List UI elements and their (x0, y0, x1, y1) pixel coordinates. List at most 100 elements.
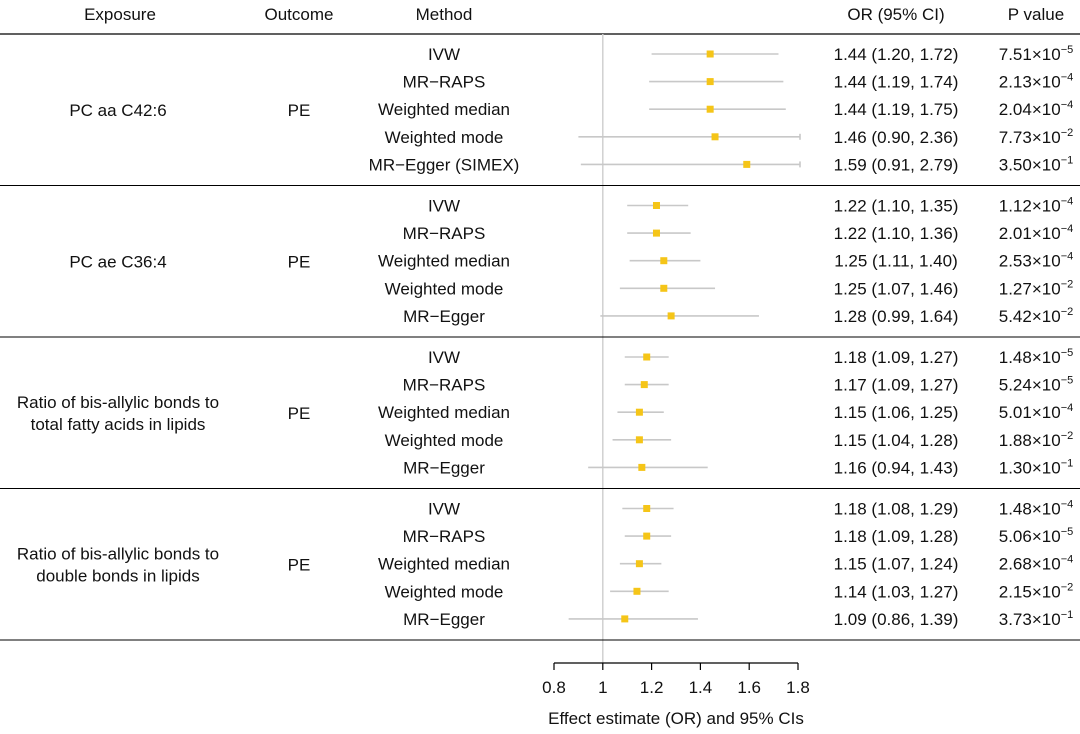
or-ci-value: 1.17 (1.09, 1.27) (834, 376, 959, 395)
method-label: Weighted mode (385, 279, 504, 298)
method-label: MR−RAPS (403, 224, 486, 243)
exposure-label: total fatty acids in lipids (31, 415, 206, 434)
group-4: Ratio of bis-allylic bonds to double bond… (0, 499, 1080, 641)
point-estimate (635, 436, 643, 444)
p-value: 5.24×10−5 (999, 375, 1073, 395)
p-value-mantissa: 2.68×10 (999, 555, 1061, 574)
point-estimate (667, 312, 675, 320)
forest-row: Weighted mode 1.25 (1.07, 1.46) 1.27×10−2 (385, 278, 1074, 298)
p-value-exponent: −5 (1061, 526, 1074, 538)
p-value-exponent: −1 (1061, 154, 1074, 166)
p-value: 2.01×10−4 (999, 223, 1073, 243)
p-value-mantissa: 5.01×10 (999, 403, 1061, 422)
p-value-exponent: −4 (1061, 251, 1074, 263)
x-tick-label: 0.8 (542, 678, 566, 697)
point-estimate (652, 229, 660, 237)
p-value-mantissa: 1.27×10 (999, 279, 1061, 298)
p-value: 2.15×10−2 (999, 581, 1073, 601)
method-label: Weighted mode (385, 128, 504, 147)
p-value-exponent: −5 (1061, 347, 1074, 359)
forest-row: MR−Egger 1.28 (0.99, 1.64) 5.42×10−2 (403, 306, 1073, 326)
p-value-exponent: −4 (1061, 499, 1074, 511)
forest-row: MR−RAPS 1.18 (1.09, 1.28) 5.06×10−5 (403, 526, 1074, 546)
point-estimate (635, 408, 643, 416)
p-value-exponent: −4 (1061, 72, 1074, 84)
outcome-label: PE (288, 404, 311, 423)
point-estimate (638, 463, 646, 471)
point-estimate (652, 202, 660, 209)
or-ci-value: 1.25 (1.11, 1.40) (834, 252, 958, 271)
point-estimate (640, 381, 648, 389)
method-label: IVW (428, 500, 460, 519)
p-value: 1.88×10−2 (999, 430, 1073, 450)
header-exposure: Exposure (84, 5, 156, 24)
x-axis: Effect estimate (OR) and 95% CIs 0.8 1 1.2… (542, 662, 810, 728)
p-value-mantissa: 1.12×10 (999, 197, 1061, 216)
p-value-mantissa: 1.48×10 (999, 500, 1061, 519)
forest-row: Weighted mode 1.46 (0.90, 2.36) 7.73×10−2 (385, 127, 1074, 147)
forest-row: MR−RAPS 1.17 (1.09, 1.27) 5.24×10−5 (403, 375, 1074, 395)
p-value: 2.04×10−4 (999, 99, 1073, 119)
forest-row: MR−Egger (SIMEX) 1.59 (0.91, 2.79) 3.50×10… (369, 154, 1074, 174)
point-estimate (706, 105, 714, 113)
group-3: Ratio of bis-allylic bonds to total fatty… (0, 347, 1080, 490)
header-outcome: Outcome (265, 5, 334, 24)
p-value-exponent: −1 (1061, 457, 1074, 469)
forest-row: MR−RAPS 1.44 (1.19, 1.74) 2.13×10−4 (403, 72, 1074, 92)
or-ci-value: 1.18 (1.09, 1.27) (834, 348, 959, 367)
group-2: PC ae C36:4 PE IVW 1.22 (1.10, 1.35) 1.12×10… (0, 196, 1080, 338)
point-estimate (633, 587, 641, 595)
p-value: 2.68×10−4 (999, 554, 1073, 574)
point-estimate (635, 560, 643, 568)
p-value-exponent: −5 (1061, 375, 1074, 387)
header-or-ci: OR (95% CI) (847, 5, 944, 24)
p-value-mantissa: 2.15×10 (999, 582, 1061, 601)
or-ci-value: 1.44 (1.19, 1.75) (834, 100, 959, 119)
method-label: MR−Egger (403, 458, 485, 477)
or-ci-value: 1.22 (1.10, 1.35) (834, 197, 959, 216)
x-axis-label: Effect estimate (OR) and 95% CIs (548, 709, 804, 728)
exposure-label: Ratio of bis-allylic bonds to (17, 544, 219, 563)
or-ci-value: 1.46 (0.90, 2.36) (834, 128, 959, 147)
exposure-label: double bonds in lipids (36, 566, 200, 585)
p-value-mantissa: 1.88×10 (999, 431, 1061, 450)
p-value-exponent: −4 (1061, 554, 1074, 566)
or-ci-value: 1.22 (1.10, 1.36) (834, 224, 959, 243)
p-value: 1.30×10−1 (999, 457, 1073, 477)
method-label: MR−RAPS (403, 73, 486, 92)
exposure-label: PC aa C42:6 (69, 101, 166, 120)
or-ci-value: 1.15 (1.06, 1.25) (834, 403, 959, 422)
method-label: IVW (428, 197, 460, 216)
or-ci-value: 1.15 (1.04, 1.28) (834, 431, 959, 450)
group-1: PC aa C42:6 PE IVW 1.44 (1.20, 1.72) 7.51×10… (0, 44, 1080, 187)
or-ci-value: 1.44 (1.19, 1.74) (834, 73, 959, 92)
header-method: Method (416, 5, 473, 24)
point-estimate (621, 615, 629, 623)
exposure-label: Ratio of bis-allylic bonds to (17, 393, 219, 412)
p-value: 3.73×10−1 (999, 609, 1073, 629)
p-value: 2.13×10−4 (999, 72, 1073, 92)
or-ci-value: 1.16 (0.94, 1.43) (834, 458, 959, 477)
p-value: 1.48×10−4 (999, 499, 1073, 519)
p-value: 2.53×10−4 (999, 251, 1073, 271)
or-ci-value: 1.09 (0.86, 1.39) (834, 610, 959, 629)
forest-row: Weighted mode 1.14 (1.03, 1.27) 2.15×10−2 (385, 581, 1074, 601)
forest-row: IVW 1.18 (1.08, 1.29) 1.48×10−4 (428, 499, 1073, 519)
p-value-mantissa: 2.04×10 (999, 100, 1061, 119)
or-ci-value: 1.25 (1.07, 1.46) (834, 279, 959, 298)
p-value-exponent: −2 (1061, 430, 1074, 442)
forest-row: IVW 1.44 (1.20, 1.72) 7.51×10−5 (428, 44, 1073, 64)
outcome-label: PE (288, 252, 311, 271)
or-ci-value: 1.44 (1.20, 1.72) (834, 45, 959, 64)
p-value-mantissa: 2.01×10 (999, 224, 1061, 243)
or-ci-value: 1.15 (1.07, 1.24) (834, 555, 959, 574)
p-value-mantissa: 2.13×10 (999, 73, 1061, 92)
point-estimate (660, 284, 668, 292)
forest-row: MR−Egger 1.16 (0.94, 1.43) 1.30×10−1 (403, 457, 1073, 477)
method-label: MR−RAPS (403, 376, 486, 395)
p-value: 7.73×10−2 (999, 127, 1073, 147)
method-label: Weighted median (378, 403, 510, 422)
p-value: 7.51×10−5 (999, 44, 1073, 64)
p-value: 5.06×10−5 (999, 526, 1073, 546)
forest-row: MR−Egger 1.09 (0.86, 1.39) 3.73×10−1 (403, 609, 1073, 629)
